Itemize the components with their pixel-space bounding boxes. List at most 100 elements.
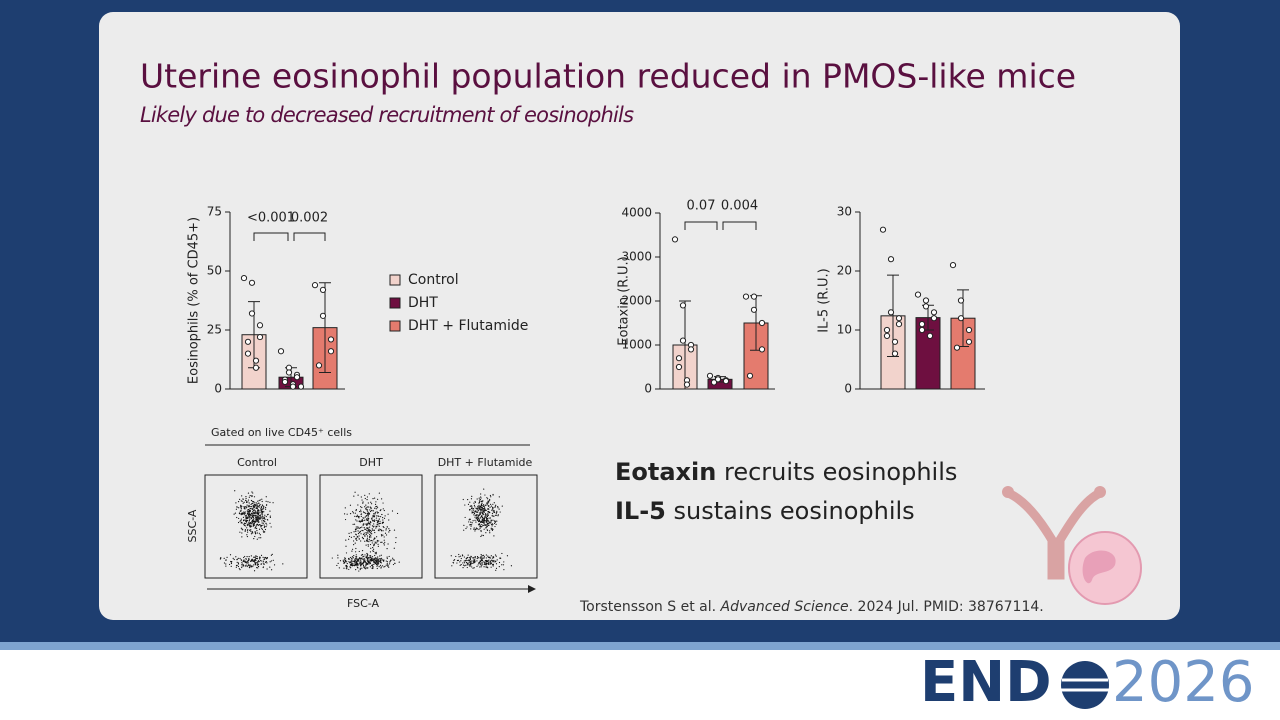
flow-dot: [236, 516, 238, 519]
callout: Eotaxin recruits eosinophils: [615, 458, 957, 486]
flow-dot: [473, 512, 476, 515]
flow-dot: [480, 493, 482, 495]
flow-dot: [367, 545, 369, 547]
flow-dot: [374, 513, 376, 515]
flow-dot: [469, 557, 472, 559]
flow-dot: [377, 561, 379, 563]
flow-dot: [245, 564, 247, 566]
flow-dot: [364, 516, 366, 518]
flow-dot: [459, 561, 461, 563]
flow-dot: [254, 520, 256, 522]
flow-dot: [492, 523, 494, 526]
y-tick-label: 1000: [621, 338, 652, 352]
data-point: [930, 315, 938, 322]
flow-dot: [494, 554, 497, 556]
flow-dot: [373, 515, 376, 517]
flow-dot: [258, 521, 260, 523]
flow-dot: [362, 501, 364, 503]
flow-dot: [355, 526, 357, 528]
flow-dot: [484, 564, 486, 566]
flow-dot: [465, 560, 467, 562]
data-point: [683, 381, 691, 388]
flow-dot: [482, 509, 484, 511]
flow-dot: [473, 502, 475, 504]
flow-dot: [373, 513, 375, 515]
flow-dot: [483, 528, 485, 530]
flow-dot: [225, 559, 227, 561]
flow-dot: [364, 512, 367, 514]
flow-dot: [372, 548, 375, 550]
flow-dot: [478, 497, 480, 499]
flow-dot: [482, 500, 484, 502]
flow-dot: [479, 526, 481, 528]
flow-dot: [255, 507, 258, 509]
flow-dot: [477, 517, 479, 519]
flow-dot: [462, 567, 464, 569]
flow-dot: [351, 556, 354, 558]
flow-dot: [262, 506, 265, 508]
flow-dot: [250, 529, 252, 531]
flow-dot: [250, 523, 253, 525]
flow-dot: [263, 511, 265, 513]
flow-dot: [468, 564, 470, 566]
flow-dot: [492, 519, 494, 521]
flow-dot: [244, 561, 246, 563]
data-point: [710, 379, 718, 386]
flow-dot: [381, 559, 383, 561]
flow-dot: [470, 507, 473, 510]
flow-box: [434, 474, 538, 579]
flow-dot: [266, 562, 268, 564]
flow-dot: [345, 552, 348, 554]
flow-dot: [238, 517, 240, 520]
flow-dot: [269, 516, 271, 519]
flow-dot: [256, 561, 259, 563]
legend-swatch: [389, 297, 401, 309]
flow-dot: [468, 521, 470, 523]
flow-dot: [492, 511, 494, 513]
flow-dot: [230, 562, 232, 564]
flow-dot: [474, 514, 476, 516]
data-point: [758, 319, 766, 327]
flow-dot: [381, 535, 383, 537]
data-point: [891, 338, 899, 345]
flow-dot: [246, 562, 248, 564]
p-value: 0.002: [291, 211, 328, 226]
significance-bracket: [253, 232, 289, 241]
flow-dot: [375, 519, 377, 522]
flow-dot: [372, 550, 374, 552]
flow-dot: [369, 535, 371, 537]
flow-dot: [362, 533, 365, 536]
logo-globe: [1061, 661, 1109, 709]
flow-dot: [258, 537, 260, 539]
data-point: [750, 306, 758, 313]
data-point: [285, 369, 293, 376]
flow-dot: [393, 529, 396, 531]
data-point: [750, 293, 758, 300]
flow-dot: [273, 564, 276, 566]
flow-dot: [484, 524, 486, 526]
flow-dot: [383, 509, 385, 512]
flow-dot: [262, 505, 264, 507]
flow-dot: [379, 522, 382, 524]
flow-dot: [256, 530, 258, 532]
flow-dot: [253, 496, 256, 498]
flow-dot: [256, 558, 259, 560]
flow-dot: [479, 525, 481, 527]
flow-dot: [264, 521, 266, 523]
flow-dot: [260, 507, 262, 509]
flow-dot: [357, 558, 360, 561]
flow-dot: [255, 502, 257, 504]
flow-dot: [379, 520, 381, 522]
flow-dot: [265, 561, 267, 563]
flow-dot: [246, 515, 248, 517]
flow-dot: [372, 509, 374, 512]
flow-dot: [256, 513, 258, 515]
flow-dot: [253, 509, 256, 511]
flow-dot: [483, 488, 485, 490]
flow-arrowhead: [528, 585, 536, 593]
flow-dot: [260, 537, 262, 539]
flow-dot: [481, 521, 484, 523]
data-point: [879, 226, 887, 233]
flow-dot: [484, 513, 487, 515]
flow-dot: [357, 494, 359, 496]
